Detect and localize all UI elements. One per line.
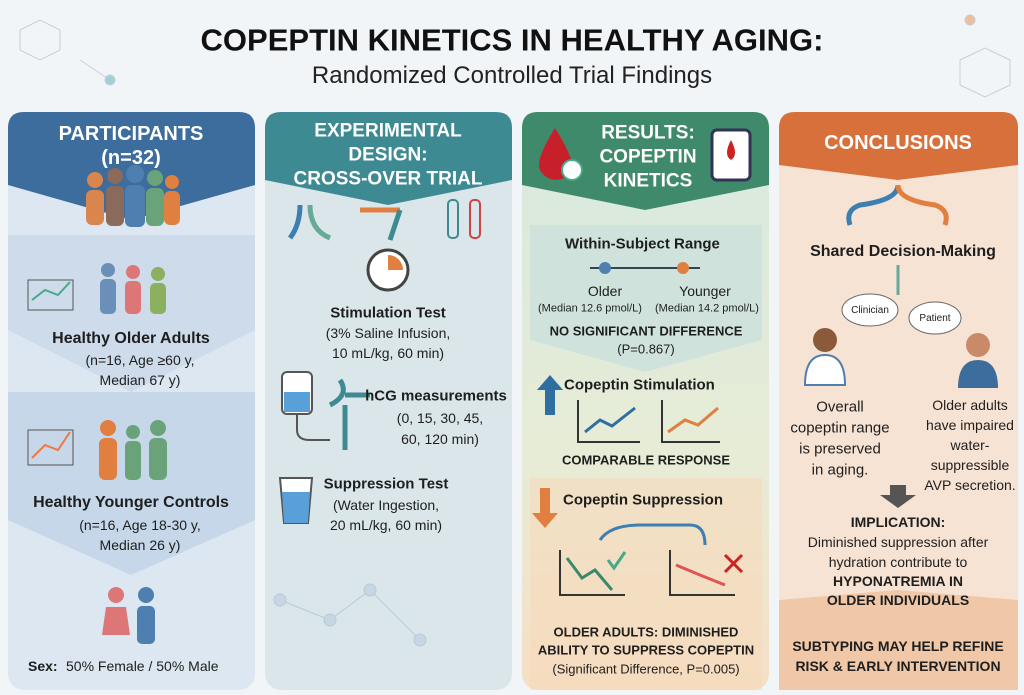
- section: [530, 225, 762, 372]
- label: is preserved: [799, 440, 881, 458]
- label: hCG measurements: [365, 387, 507, 405]
- label: Median 67 y): [99, 372, 181, 388]
- clock-icon: [366, 248, 410, 292]
- chart-icon: [559, 523, 744, 596]
- label: Shared Decision-Making: [810, 243, 996, 260]
- section: [530, 478, 762, 690]
- panel-title: CROSS-OVER TRIAL: [293, 168, 483, 190]
- panel-title: RESULTS:: [601, 122, 695, 144]
- label: Clinician: [851, 305, 889, 316]
- label: Sex:: [28, 658, 58, 674]
- panel-title: COPEPTIN: [599, 146, 697, 168]
- label: 20 mL/kg, 60 min): [329, 517, 443, 533]
- label: AVP secretion.: [924, 477, 1016, 493]
- panel-header: [522, 112, 769, 210]
- panel-title: PARTICIPANTS: [58, 123, 204, 145]
- label: Within-Subject Range: [565, 235, 720, 253]
- section: [8, 392, 255, 575]
- people-icon: [102, 587, 155, 644]
- label: (Median 12.6 pmol/L): [538, 302, 642, 315]
- label: (Median 14.2 pmol/L): [655, 302, 759, 315]
- label: (Significant Difference, P=0.005): [552, 661, 740, 677]
- label: COMPARABLE RESPONSE: [561, 452, 731, 468]
- label: Suppression Test: [323, 475, 449, 493]
- panel: [265, 112, 512, 690]
- arrow-down: [532, 488, 558, 528]
- label: Older adults: [932, 397, 1008, 413]
- label: Stimulation Test: [330, 304, 446, 322]
- label: copeptin range: [790, 419, 890, 437]
- flow-arrows: [287, 199, 481, 241]
- title: COPEPTIN KINETICS IN HEALTHY AGING:: [200, 22, 824, 58]
- label: (Water Ingestion,: [332, 497, 440, 513]
- label: SUBTYPING MAY HELP REFINE: [792, 638, 1004, 654]
- label: water-: [950, 437, 990, 453]
- label: Younger: [679, 283, 731, 299]
- label: Diminished suppression after: [807, 534, 989, 550]
- panel-header: [779, 112, 1018, 180]
- meter-icon: [710, 128, 752, 182]
- label: Healthy Older Adults: [52, 330, 210, 347]
- people-icon: [27, 263, 166, 314]
- clinician-icon: [803, 328, 847, 386]
- label: (n=16, Age ≥60 y,: [85, 352, 195, 368]
- label: HYPONATREMIA IN: [833, 573, 963, 589]
- label: Median 26 y): [99, 537, 181, 553]
- molecule-decoration: [19, 14, 1011, 98]
- label: Patient: [919, 313, 951, 324]
- section: [779, 590, 1018, 690]
- label: Healthy Younger Controls: [33, 494, 229, 511]
- arrow-up: [537, 375, 563, 415]
- label: NO SIGNIFICANT DIFFERENCE: [549, 323, 743, 339]
- label: Copeptin Suppression: [563, 491, 724, 509]
- glass-icon: [278, 477, 314, 524]
- people-icon: [86, 165, 180, 227]
- panel-title: CONCLUSIONS: [824, 132, 972, 154]
- label: suppressible: [930, 457, 1010, 473]
- label: (0, 15, 30, 45,: [396, 410, 484, 426]
- panel-title: EXPERIMENTAL: [314, 120, 462, 142]
- label: Overall: [816, 398, 864, 416]
- label: 10 mL/kg, 60 min): [331, 345, 445, 361]
- subtitle: Randomized Controlled Trial Findings: [311, 62, 713, 89]
- label: hydration contribute to: [828, 554, 968, 570]
- label: (n=16, Age 18-30 y,: [79, 517, 201, 533]
- patient-icon: [958, 333, 998, 388]
- label: OLDER INDIVIDUALS: [826, 592, 970, 608]
- label: have impaired: [926, 417, 1014, 433]
- label: 50% Female / 50% Male: [66, 658, 219, 674]
- panel-title: KINETICS: [603, 170, 693, 192]
- flow-arrows: [846, 184, 949, 295]
- panel-title: DESIGN:: [348, 144, 428, 166]
- label: Copeptin Stimulation: [564, 376, 715, 394]
- label: Older: [587, 283, 623, 299]
- label: 60, 120 min): [401, 431, 479, 447]
- label: IMPLICATION:: [850, 514, 946, 530]
- arrow-down: [880, 485, 916, 508]
- drop-icon: [539, 128, 583, 181]
- label: (3% Saline Infusion,: [325, 325, 451, 341]
- people-icon: [27, 420, 167, 480]
- label: (P=0.867): [617, 341, 675, 357]
- speech-bubble: [908, 301, 962, 335]
- panel: [779, 112, 1018, 690]
- speech-bubble: [841, 293, 899, 327]
- range-line: [590, 262, 700, 274]
- label: in aging.: [811, 461, 869, 479]
- label: ABILITY TO SUPPRESS COPEPTIN: [537, 642, 755, 658]
- iv-bag-icon: [281, 371, 370, 450]
- panel-title: (n=32): [101, 147, 161, 169]
- chart-icon: [577, 400, 720, 443]
- label: OLDER ADULTS: DIMINISHED: [553, 624, 739, 640]
- label: RISK & EARLY INTERVENTION: [795, 658, 1001, 674]
- molecule-decoration: [273, 583, 427, 647]
- panel-header: [265, 112, 512, 205]
